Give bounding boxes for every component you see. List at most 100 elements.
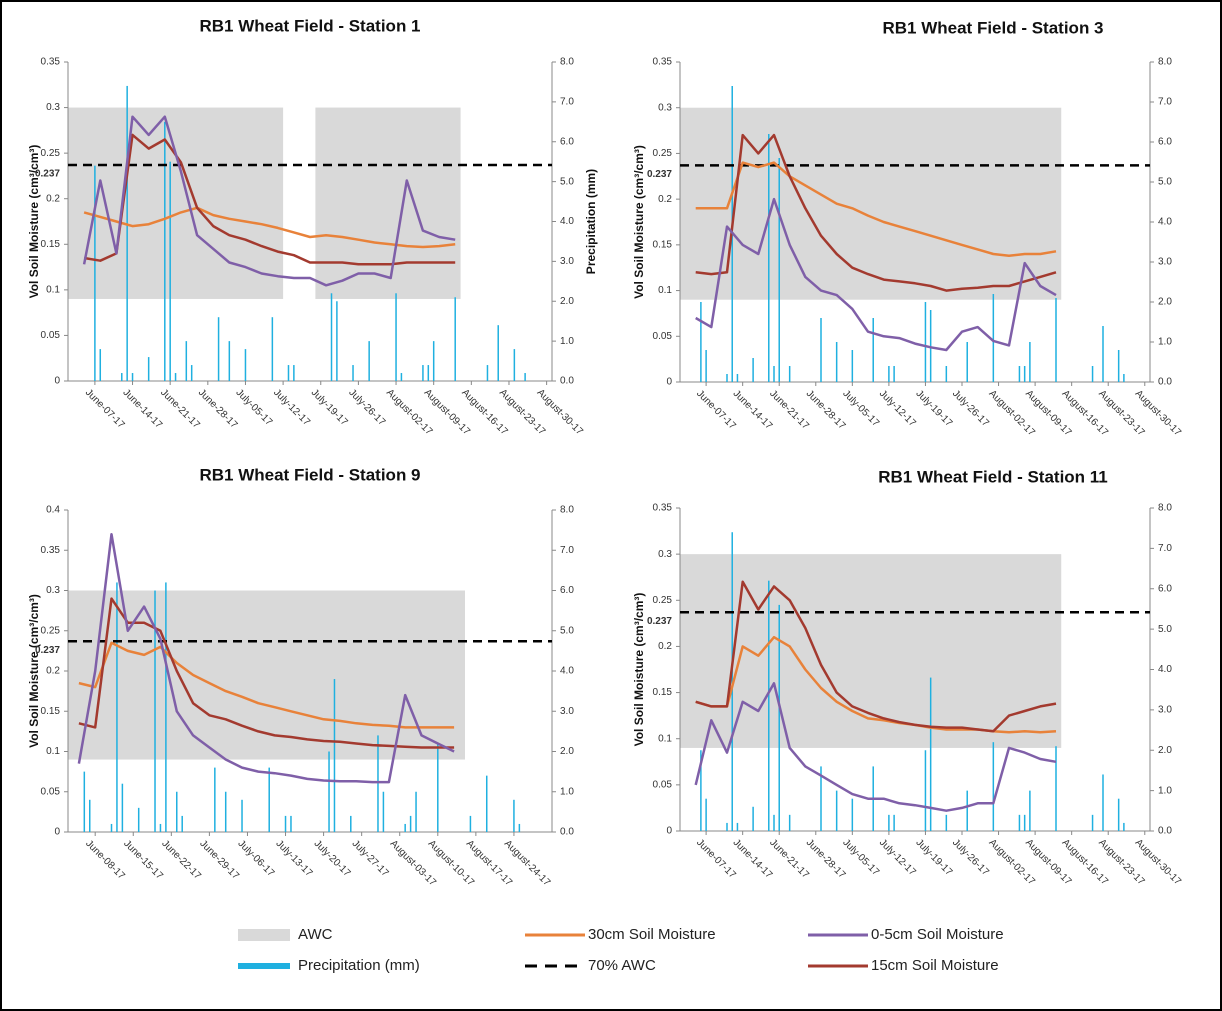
precip-bar: [736, 822, 739, 831]
y-tick-label: 0.35: [653, 503, 673, 514]
precip-bar: [116, 582, 118, 832]
y2-tick-label: 1.0: [560, 336, 574, 347]
precip-bar: [992, 742, 995, 831]
precip-bar: [268, 767, 270, 832]
legend-label: 15cm Soil Moisture: [871, 957, 999, 974]
precip-bar: [778, 604, 780, 831]
precip-bar: [1102, 326, 1104, 382]
precip-bar: [700, 302, 702, 382]
y2-tick-label: 4.0: [1158, 664, 1172, 675]
precip-bar: [945, 814, 948, 831]
y2-tick-label: 4.0: [1158, 217, 1172, 228]
legend-label: 0-5cm Soil Moisture: [871, 926, 1004, 943]
precip-bar: [705, 350, 707, 382]
precip-bar: [768, 580, 770, 831]
precip-bar: [773, 814, 775, 831]
precip-bar: [217, 317, 220, 381]
precip-bar: [422, 365, 424, 381]
legend-label: Precipitation (mm): [298, 957, 420, 974]
moisture-line: [695, 197, 1057, 352]
precip-bar: [929, 310, 932, 382]
precip-bar: [415, 791, 417, 832]
y-axis-label: Vol Soil Moisture (cm³/cm³): [27, 594, 41, 748]
moisture-line: [695, 161, 1057, 258]
precip-bar: [159, 823, 162, 832]
y-tick-label: 0.25: [653, 595, 673, 606]
y-tick-label: 0.2: [658, 194, 672, 205]
precip-bar: [513, 799, 515, 832]
moisture-line: [82, 115, 456, 287]
y-tick-label: 0.15: [653, 239, 673, 250]
y-tick-label: 0.3: [658, 549, 672, 560]
precip-bar: [228, 341, 231, 381]
precip-bar: [176, 791, 178, 832]
y2-axis-label: Precipitation (mm): [584, 169, 598, 274]
precip-bar: [350, 815, 352, 832]
precip-bar: [400, 373, 403, 381]
precip-bar: [773, 366, 775, 382]
y2-tick-label: 2.0: [560, 296, 574, 307]
precip-bar: [290, 815, 292, 832]
precip-bar: [165, 582, 167, 832]
y2-tick-label: 3.0: [560, 706, 574, 717]
precip-bar: [788, 814, 791, 831]
precip-bar: [427, 365, 430, 381]
y2-tick-label: 6.0: [1158, 137, 1172, 148]
y2-tick-label: 1.0: [1158, 785, 1172, 796]
y2-tick-label: 7.0: [560, 97, 574, 108]
y2-tick-label: 2.0: [1158, 297, 1172, 308]
legend-label: AWC: [298, 926, 333, 943]
precip-bar: [437, 743, 439, 832]
y2-tick-label: 4.0: [560, 216, 574, 227]
y-tick-label: 0.15: [653, 687, 673, 698]
y2-tick-label: 3.0: [1158, 705, 1172, 716]
precip-bar: [1029, 790, 1031, 831]
moisture-line: [695, 580, 1057, 733]
y2-tick-label: 1.0: [560, 786, 574, 797]
moisture-line: [77, 532, 455, 784]
precip-bar: [1123, 822, 1125, 831]
awc-band: [315, 107, 461, 299]
y2-tick-label: 3.0: [1158, 257, 1172, 268]
y2-tick-label: 7.0: [560, 545, 574, 556]
precip-bar: [768, 134, 770, 382]
precip-bar: [1091, 814, 1094, 831]
y2-tick-label: 6.0: [560, 136, 574, 147]
legend-label: 70% AWC: [588, 957, 656, 974]
y-axis-label: Vol Soil Moisture (cm³/cm³): [27, 145, 41, 299]
y-tick-label: 0.25: [653, 148, 673, 159]
y2-tick-label: 8.0: [560, 57, 574, 68]
y-tick-label: 0.05: [653, 779, 673, 790]
precip-bar: [409, 815, 412, 832]
precip-bar: [352, 365, 354, 381]
y2-tick-label: 6.0: [1158, 583, 1172, 594]
precip-bar: [454, 297, 456, 381]
precip-bar: [513, 349, 516, 381]
y2-tick-label: 3.0: [560, 256, 574, 267]
precip-bar: [241, 799, 243, 832]
precip-bar: [121, 373, 123, 381]
precip-bar: [110, 823, 113, 832]
precip-bar: [1123, 374, 1125, 382]
threshold-label: 0.237: [35, 645, 60, 656]
precip-bar: [1018, 366, 1021, 382]
precip-bar: [726, 822, 728, 831]
y-tick-label: 0.15: [41, 706, 61, 717]
precip-bar: [1023, 366, 1026, 382]
y-tick-label: 0.2: [46, 666, 60, 677]
precip-bar: [945, 366, 948, 382]
precip-bar: [851, 350, 854, 382]
y2-tick-label: 8.0: [1158, 503, 1172, 514]
precip-bar: [244, 349, 247, 381]
legend: AWC Precipitation (mm) 30cm Soil Moisture 7…: [238, 926, 1004, 974]
precip-bar: [271, 317, 274, 381]
precip-bar: [1029, 342, 1031, 382]
precip-bar: [966, 790, 968, 831]
y-tick-label: 0.05: [41, 786, 61, 797]
precip-bar: [83, 771, 86, 832]
precip-bar: [190, 365, 193, 381]
y2-tick-label: 1.0: [1158, 337, 1172, 348]
precip-bar: [284, 815, 287, 832]
precip-bar: [169, 161, 171, 381]
precip-bar: [1117, 798, 1120, 831]
